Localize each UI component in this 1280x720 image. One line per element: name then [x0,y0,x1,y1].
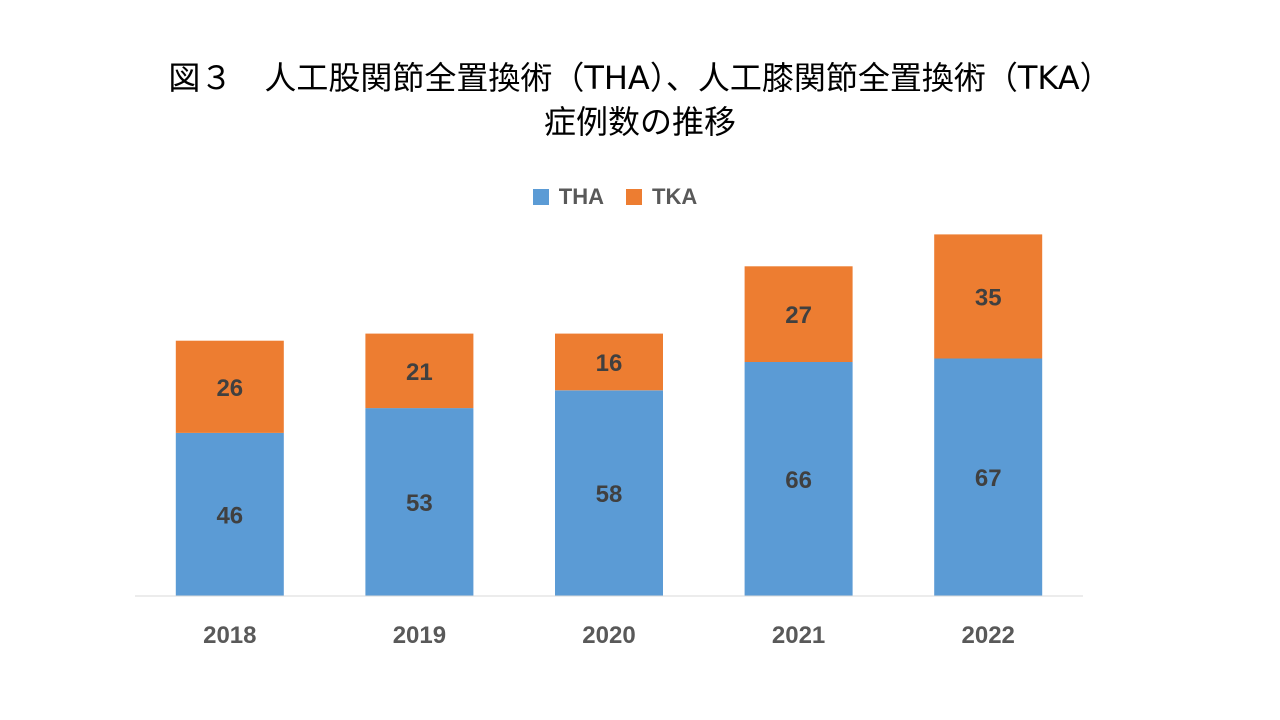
bar-tha-2020 [555,390,663,596]
data-label-tha-2019: 53 [406,490,433,517]
data-label-tka-2019: 21 [406,359,433,386]
chart-title: 図３ 人工股関節全置換術（THA）、人工膝関節全置換術（TKA） 症例数の推移 [0,56,1280,144]
data-label-tha-2021: 66 [785,467,812,494]
x-tick-label-2022: 2022 [962,622,1015,649]
legend-label-tka: TKA [652,184,698,209]
bar-tka-2021 [744,266,853,362]
bar-tka-2022 [934,234,1043,359]
data-label-tka-2022: 35 [975,284,1002,311]
bar-tha-2018 [175,432,284,596]
chart-legend: THA TKA [0,182,1230,212]
data-label-tha-2022: 67 [975,465,1002,492]
data-label-tka-2020: 16 [596,350,623,377]
data-label-tka-2021: 27 [785,302,812,329]
bar-tha-2022 [934,358,1043,596]
data-label-tha-2020: 58 [596,481,623,508]
bar-tka-2020 [555,333,663,391]
x-tick-label-2020: 2020 [582,622,635,649]
legend-entry-tha: THA [532,184,604,210]
bar-tha-2021 [744,362,853,596]
bar-tka-2019 [365,333,474,409]
legend-label-tha: THA [558,184,604,209]
data-label-group: 46 26 53 21 58 16 66 27 67 35 [216,284,1001,529]
x-tick-label-2019: 2019 [393,622,446,649]
x-tick-label-2018: 2018 [203,622,256,649]
x-tick-label-group: 2018 2019 2020 2021 2022 [203,622,1015,649]
bar-tha-2019 [365,408,474,596]
legend-entry-tka: TKA [626,184,697,210]
x-tick-label-2021: 2021 [772,622,825,649]
bar-tka-2018 [175,340,284,433]
data-label-tha-2018: 46 [216,503,243,530]
bar-group [175,234,1043,596]
chart-title-line-1: 図３ 人工股関節全置換術（THA）、人工膝関節全置換術（TKA） [168,59,1112,97]
legend-swatch-tha [532,189,549,205]
legend-swatch-tka [626,189,642,205]
data-label-tka-2018: 26 [216,375,243,402]
chart-title-line-2: 症例数の推移 [543,103,736,141]
